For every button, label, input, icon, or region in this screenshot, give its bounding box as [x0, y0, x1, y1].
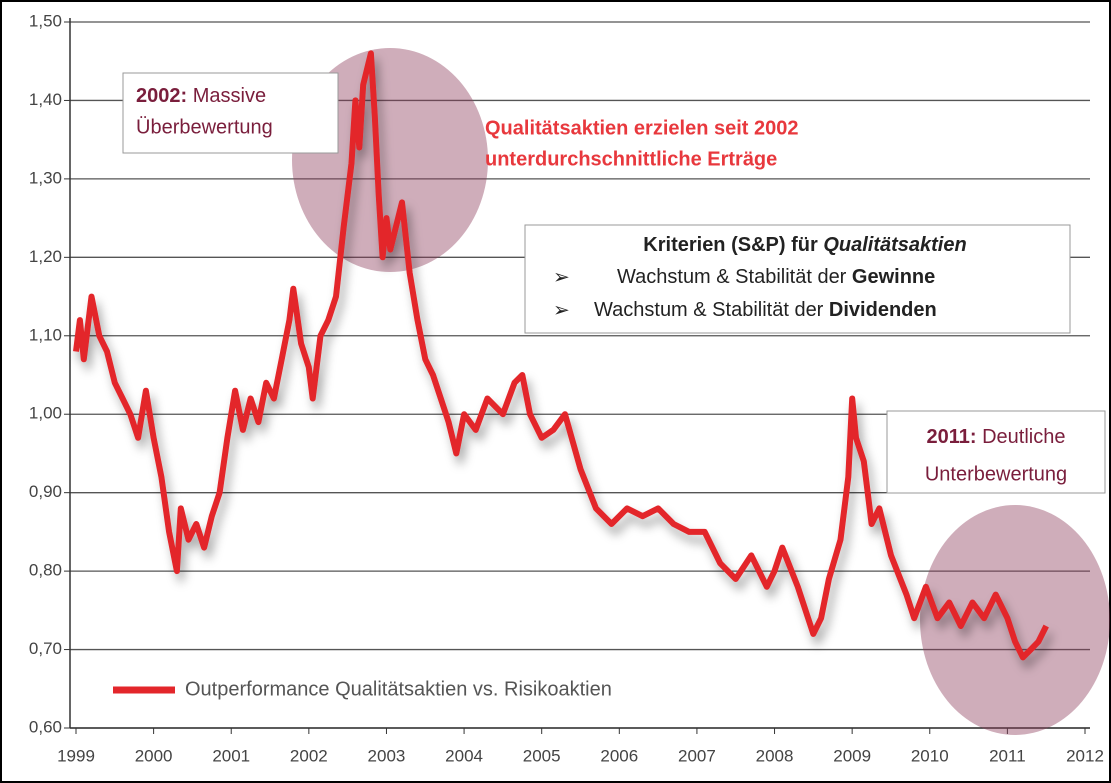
annotation-box [886, 410, 1106, 494]
grid: 0,60 0,70 0,80 0,90 1,00 1,10 1,20 1,30 1,40 1,50… [29, 11, 1104, 765]
x-tick-label: 2003 [368, 746, 406, 765]
x-tick-label: 2011 [989, 746, 1026, 765]
criteria-item-text: Wachstum & Stabilität der [617, 266, 847, 288]
annotation: 2002: Massive [136, 85, 266, 107]
x-tick-label: 1999 [57, 746, 95, 765]
criteria-box [524, 224, 1071, 334]
plot [73, 50, 1049, 661]
y-tick-label: 1,00 [29, 404, 62, 423]
y-tick-label: 0,70 [29, 639, 62, 658]
y-tick-label: 0,80 [29, 561, 62, 580]
annotation: Qualitätsaktien erzielen seit 2002 [485, 117, 799, 139]
annotation: unterdurchschnittliche Erträge [485, 148, 777, 170]
bullet: ➢ [553, 266, 570, 288]
criteria-item: Wachstum & Stabilität der Dividenden [594, 299, 937, 321]
criteria-title-text: Kriterien (S&P) für [643, 234, 818, 256]
x-tick-label: 2005 [523, 746, 561, 765]
line-series [73, 50, 1049, 661]
criteria-item-text: Wachstum & Stabilität der [594, 299, 824, 321]
annotation-box [122, 72, 339, 154]
legend: Outperformance Qualitätsaktien vs. Risik… [113, 678, 612, 700]
x-tick-label: 2001 [212, 746, 250, 765]
annotation-text: Deutliche [982, 426, 1065, 448]
highlight-2011 [920, 505, 1110, 735]
x-tick-label: 2012 [1066, 746, 1104, 765]
x-tick-label: 2002 [290, 746, 328, 765]
x-tick-label: 2004 [445, 746, 483, 765]
x-tick-label: 2000 [135, 746, 173, 765]
y-tick-label: 1,50 [29, 11, 62, 30]
bullet: ➢ [553, 299, 570, 321]
y-tick-label: 1,10 [29, 325, 62, 344]
annotation-bold: 2002: [136, 85, 187, 107]
y-tick-label: 0,60 [29, 717, 62, 736]
criteria-title: Kriterien (S&P) für Qualitätsaktien [643, 234, 966, 256]
x-tick-label: 2006 [600, 746, 638, 765]
annotation-bold: 2011: [926, 426, 976, 448]
x-tick-label: 2010 [911, 746, 949, 765]
criteria-item: Wachstum & Stabilität der Gewinne [617, 266, 935, 288]
y-tick-label: 0,90 [29, 482, 62, 501]
annotation: 2011: Deutliche [926, 426, 1065, 448]
x-tick-label: 2008 [756, 746, 794, 765]
annotation: Überbewertung [136, 116, 273, 138]
criteria-title-em: Qualitätsaktien [823, 234, 966, 256]
annotation-text: Massive [193, 85, 266, 107]
highlight-2002 [292, 48, 488, 272]
criteria-item-bold: Gewinne [852, 266, 935, 288]
criteria-item-bold: Dividenden [829, 299, 937, 321]
y-tick-label: 1,20 [29, 247, 62, 266]
x-tick-label: 2007 [678, 746, 716, 765]
legend-label: Outperformance Qualitätsaktien vs. Risik… [185, 678, 612, 700]
x-tick-label: 2009 [833, 746, 871, 765]
annotation: Unterbewertung [925, 463, 1067, 485]
y-tick-label: 1,40 [29, 90, 62, 109]
y-tick-label: 1,30 [29, 168, 62, 187]
